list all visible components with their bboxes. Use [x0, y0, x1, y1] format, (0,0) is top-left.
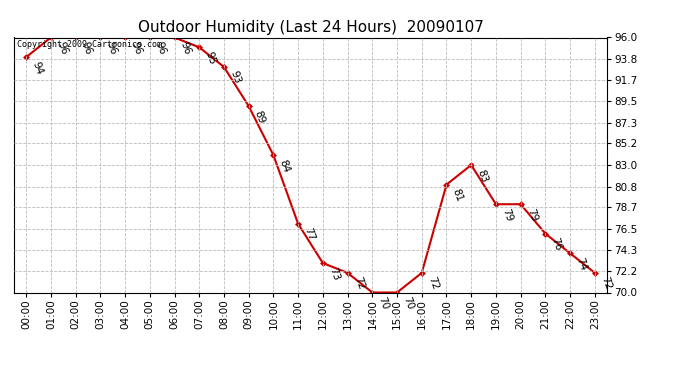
Text: 81: 81 [451, 188, 464, 203]
Text: 76: 76 [549, 236, 564, 252]
Text: 72: 72 [352, 276, 366, 291]
Text: 96: 96 [129, 40, 143, 56]
Text: 73: 73 [327, 266, 341, 282]
Text: 70: 70 [401, 295, 415, 311]
Text: 96: 96 [80, 40, 94, 56]
Text: 96: 96 [104, 40, 119, 56]
Text: 96: 96 [154, 40, 168, 56]
Text: 89: 89 [253, 109, 267, 125]
Text: 84: 84 [277, 158, 291, 174]
Text: 95: 95 [204, 50, 217, 66]
Text: 79: 79 [500, 207, 514, 223]
Text: 96: 96 [55, 40, 69, 56]
Text: 93: 93 [228, 70, 242, 86]
Text: 72: 72 [599, 276, 613, 291]
Text: 94: 94 [30, 60, 44, 76]
Text: 83: 83 [475, 168, 489, 184]
Text: 96: 96 [179, 40, 193, 56]
Text: 70: 70 [377, 295, 391, 311]
Text: 77: 77 [302, 226, 316, 243]
Text: 74: 74 [574, 256, 588, 272]
Text: 72: 72 [426, 276, 440, 291]
Text: 79: 79 [525, 207, 539, 223]
Title: Outdoor Humidity (Last 24 Hours)  20090107: Outdoor Humidity (Last 24 Hours) 2009010… [137, 20, 484, 35]
Text: Copyright 2009 Cartronics.com: Copyright 2009 Cartronics.com [17, 40, 161, 49]
